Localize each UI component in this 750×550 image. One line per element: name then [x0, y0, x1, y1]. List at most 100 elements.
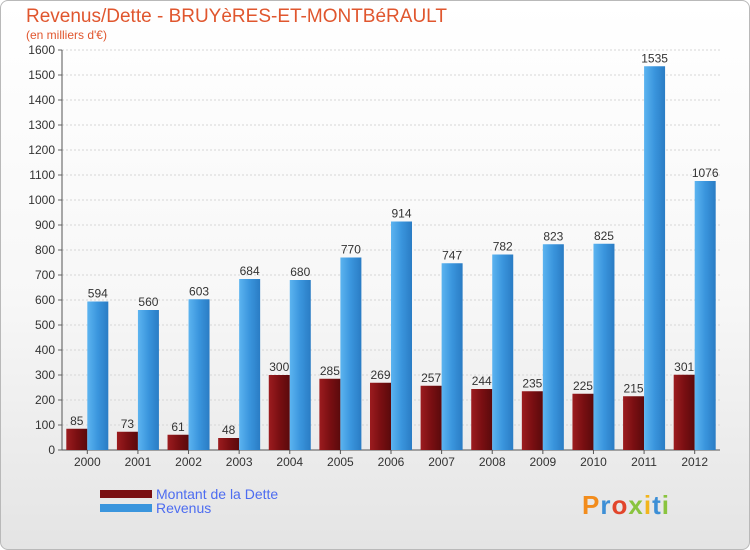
data-label-dette: 300	[269, 360, 289, 374]
x-tick-label: 2002	[175, 455, 202, 469]
y-tick-label: 800	[35, 243, 55, 257]
y-tick-label: 300	[35, 368, 55, 382]
y-tick-label: 1100	[29, 168, 55, 182]
data-label-revenus: 603	[189, 284, 209, 298]
data-label-dette: 269	[370, 368, 390, 382]
data-label-dette: 235	[522, 376, 542, 390]
x-tick-label: 2006	[378, 455, 405, 469]
logo-letter: i	[661, 490, 670, 520]
data-label-revenus: 914	[391, 207, 411, 221]
chart-title: Revenus/Dette - BRUYèRES-ET-MONTBéRAULT	[26, 6, 447, 27]
proxiti-logo: Proxiti	[582, 490, 670, 521]
x-tick-label: 2005	[327, 455, 354, 469]
legend-label-revenus: Revenus	[156, 500, 212, 516]
data-label-dette: 285	[320, 364, 340, 378]
bar-revenus	[340, 257, 362, 450]
bar-dette	[572, 393, 594, 450]
chart-subtitle: (en milliers d'€)	[26, 28, 107, 42]
x-tick-label: 2004	[276, 455, 303, 469]
x-tick-label: 2003	[226, 455, 253, 469]
y-tick-label: 700	[35, 268, 55, 282]
y-tick-label: 1300	[28, 118, 55, 132]
bar-dette	[218, 438, 240, 450]
x-tick-label: 2010	[580, 455, 607, 469]
y-tick-label: 200	[35, 393, 55, 407]
legend-swatch-dette	[100, 490, 152, 498]
x-tick-label: 2001	[125, 455, 152, 469]
data-label-dette: 244	[472, 374, 492, 388]
data-label-revenus: 594	[88, 287, 108, 301]
y-tick-label: 0	[48, 443, 55, 457]
data-label-revenus: 680	[290, 265, 310, 279]
bar-revenus	[87, 301, 109, 450]
bar-revenus	[239, 279, 261, 450]
bar-revenus	[137, 310, 159, 450]
x-tick-label: 2011	[631, 455, 657, 469]
data-label-dette: 301	[674, 360, 694, 374]
y-tick-label: 900	[35, 218, 55, 232]
data-label-revenus: 684	[240, 264, 260, 278]
data-label-revenus: 770	[341, 243, 361, 257]
bar-revenus	[188, 299, 210, 450]
legend-item-revenus: Revenus	[100, 500, 278, 516]
y-tick-label: 1500	[28, 68, 55, 82]
bar-dette	[673, 374, 695, 450]
x-tick-label: 2012	[681, 455, 708, 469]
legend-label-dette: Montant de la Dette	[156, 486, 279, 502]
bar-revenus	[492, 254, 514, 450]
y-tick-label: 400	[35, 343, 55, 357]
logo-letter: r	[600, 490, 612, 520]
legend-item-dette: Montant de la Dette	[100, 486, 279, 502]
bar-dette	[521, 391, 543, 450]
bar-dette	[66, 428, 88, 450]
data-label-revenus: 782	[493, 240, 513, 254]
bar-dette	[167, 434, 189, 450]
bar-dette	[623, 396, 645, 450]
y-tick-label: 600	[35, 293, 55, 307]
bar-revenus	[694, 181, 716, 450]
bar-revenus	[593, 243, 615, 450]
bar-dette	[116, 431, 138, 450]
bar-dette	[420, 385, 442, 450]
x-tick-label: 2008	[479, 455, 506, 469]
y-tick-label: 500	[35, 318, 55, 332]
data-label-dette: 61	[171, 420, 185, 434]
logo-letter: t	[652, 490, 662, 520]
data-label-dette: 73	[121, 417, 135, 431]
data-label-dette: 48	[222, 423, 236, 437]
logo-letter: i	[643, 490, 653, 520]
data-label-dette: 257	[421, 371, 441, 385]
y-tick-label: 100	[35, 418, 55, 432]
y-tick-label: 1400	[28, 93, 55, 107]
data-label-revenus: 1076	[692, 166, 719, 180]
bar-revenus	[441, 263, 463, 450]
x-tick-label: 2009	[529, 455, 556, 469]
logo-letter: x	[628, 490, 644, 520]
data-label-revenus: 560	[138, 295, 158, 309]
data-label-dette: 85	[70, 414, 84, 428]
data-label-dette: 215	[624, 381, 644, 395]
data-label-revenus: 823	[543, 229, 563, 243]
y-tick-label: 1200	[28, 143, 55, 157]
bar-revenus	[644, 66, 666, 450]
y-tick-label: 1000	[28, 193, 55, 207]
x-tick-label: 2000	[74, 455, 101, 469]
bar-revenus	[289, 280, 311, 450]
logo-letter: P	[582, 490, 601, 520]
y-tick-label: 1600	[28, 43, 55, 57]
bar-dette	[268, 375, 290, 450]
data-label-revenus: 1535	[641, 51, 668, 65]
data-label-dette: 225	[573, 379, 593, 393]
legend-swatch-revenus	[100, 504, 152, 512]
logo-letter: o	[611, 490, 629, 520]
bar-dette	[370, 382, 391, 450]
bar-dette	[471, 389, 493, 450]
data-label-revenus: 825	[594, 229, 614, 243]
x-tick-label: 2007	[428, 455, 455, 469]
bar-revenus	[542, 244, 564, 450]
bar-dette	[319, 378, 341, 450]
data-label-revenus: 747	[442, 248, 462, 262]
chart-legend: Montant de la Dette Revenus	[100, 486, 279, 516]
bar-revenus	[391, 221, 412, 450]
